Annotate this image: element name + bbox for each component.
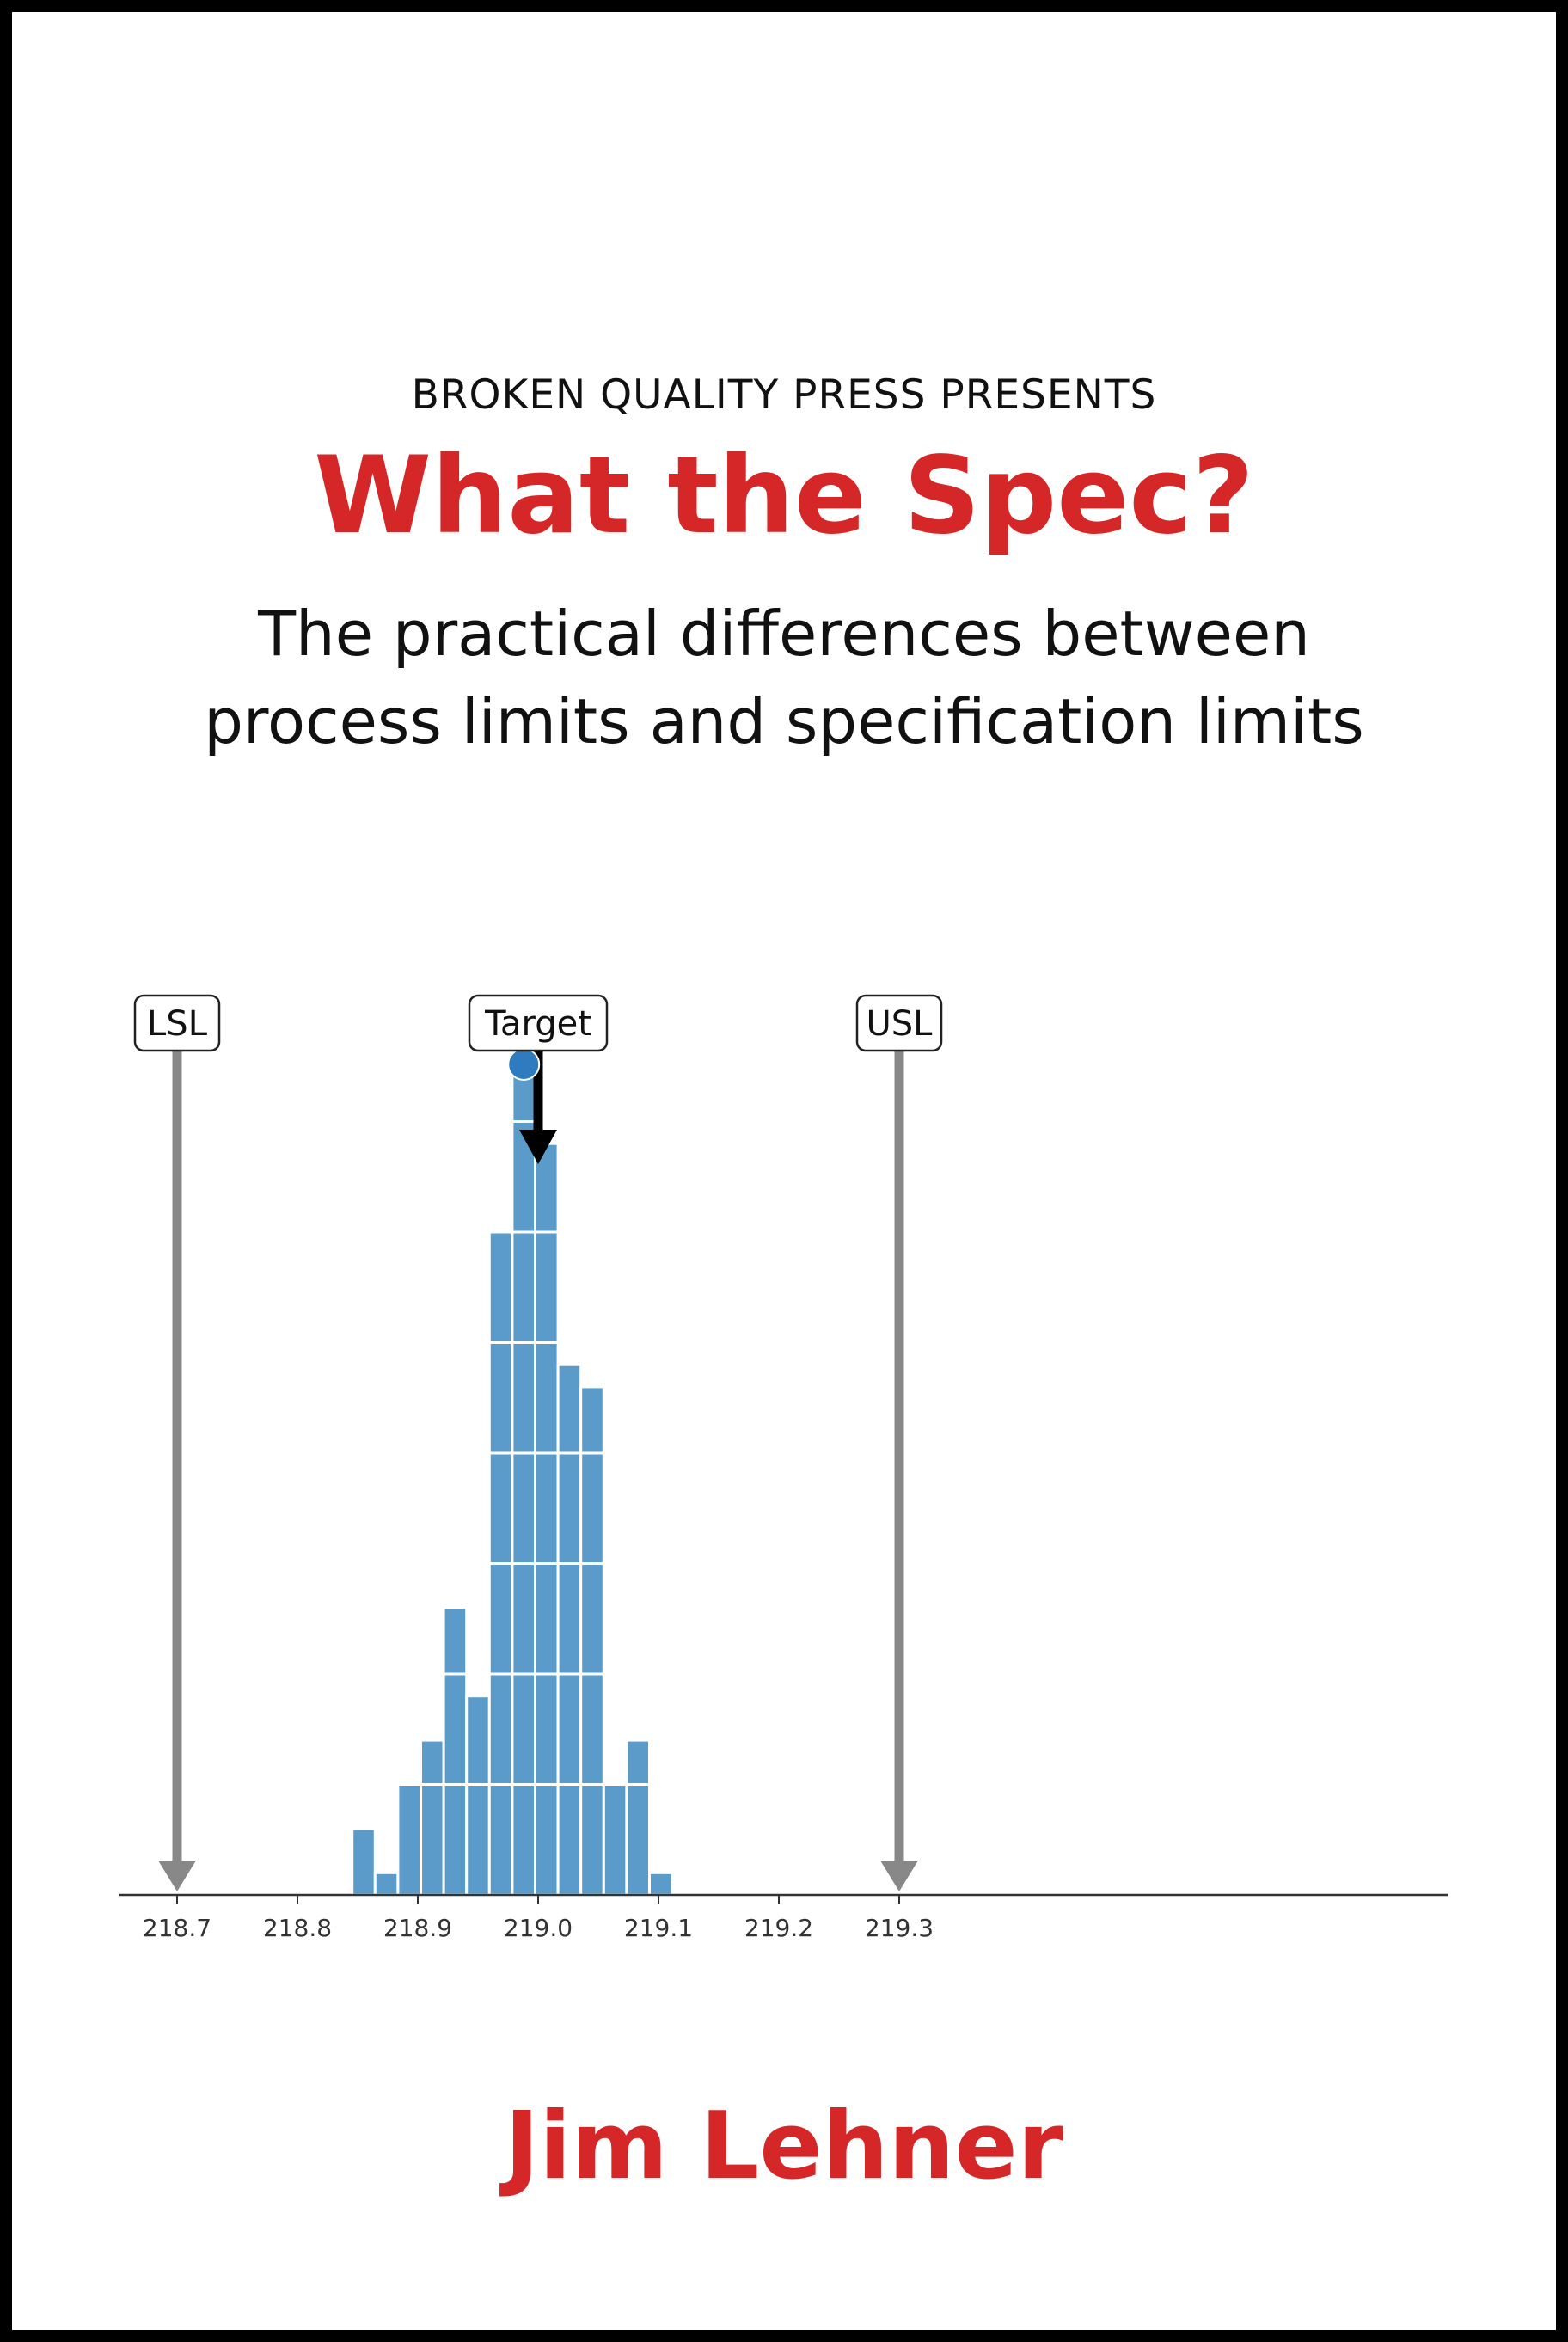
- x-tick-label: 218.9: [383, 1914, 452, 1942]
- book-title: What the Spec?: [314, 434, 1254, 558]
- histogram-bar: [625, 1738, 652, 1897]
- x-tick-label: 219.0: [504, 1914, 573, 1942]
- x-tick-label: 218.8: [263, 1914, 332, 1942]
- histogram-chart: 218.7 218.8 218.9 219.0 219.1 219.2 219.3 LSL U…: [119, 994, 1448, 1942]
- histogram-bar: [556, 1363, 583, 1897]
- histogram-bar: [442, 1606, 469, 1897]
- histogram-bar: [511, 1053, 537, 1897]
- author-name: Jim Lehner: [505, 2093, 1063, 2200]
- x-tick-label: 219.2: [744, 1914, 813, 1942]
- x-axis: 218.7 218.8 218.9 219.0 219.1 219.2 219.3: [119, 1893, 1448, 1942]
- histogram-bar: [351, 1827, 377, 1897]
- histogram-bars: [351, 1053, 674, 1897]
- target-arrow-head: [519, 1130, 557, 1164]
- book-cover: BROKEN QUALITY PRESS PRESENTS What the S…: [12, 12, 1556, 2330]
- subtitle-line-2: process limits and specification limits: [204, 685, 1364, 757]
- histogram-bar: [465, 1695, 491, 1897]
- histogram-bar: [420, 1738, 445, 1897]
- process-mean-marker: [507, 1048, 541, 1081]
- limit-label-box: [133, 994, 221, 1052]
- x-tick-label: 219.1: [624, 1914, 693, 1942]
- publisher-line: BROKEN QUALITY PRESS PRESENTS: [411, 371, 1157, 419]
- subtitle-line-1: The practical differences between: [258, 598, 1310, 670]
- histogram-bar: [579, 1385, 605, 1897]
- spec-limits: LSL USL: [133, 994, 943, 1891]
- book-subtitle: The practical differences between proces…: [12, 590, 1556, 765]
- histogram-bar: [602, 1783, 628, 1897]
- x-tick-label: 219.3: [865, 1914, 934, 1942]
- limit-arrow-head: [158, 1861, 196, 1891]
- limit-label: USL: [867, 1004, 934, 1044]
- target-label: Target: [484, 1004, 591, 1044]
- histogram-bar: [396, 1783, 422, 1897]
- limit-label: LSL: [147, 1004, 208, 1044]
- limit-label-box: [855, 994, 943, 1052]
- limit-arrow-head: [880, 1861, 918, 1891]
- histogram-bar: [648, 1871, 674, 1897]
- histogram-bar: [534, 1142, 560, 1897]
- x-tick-label: 218.7: [143, 1914, 211, 1942]
- target-label-box: [468, 994, 609, 1052]
- target-marker: Target: [468, 994, 609, 1164]
- histogram-bar: [373, 1871, 400, 1897]
